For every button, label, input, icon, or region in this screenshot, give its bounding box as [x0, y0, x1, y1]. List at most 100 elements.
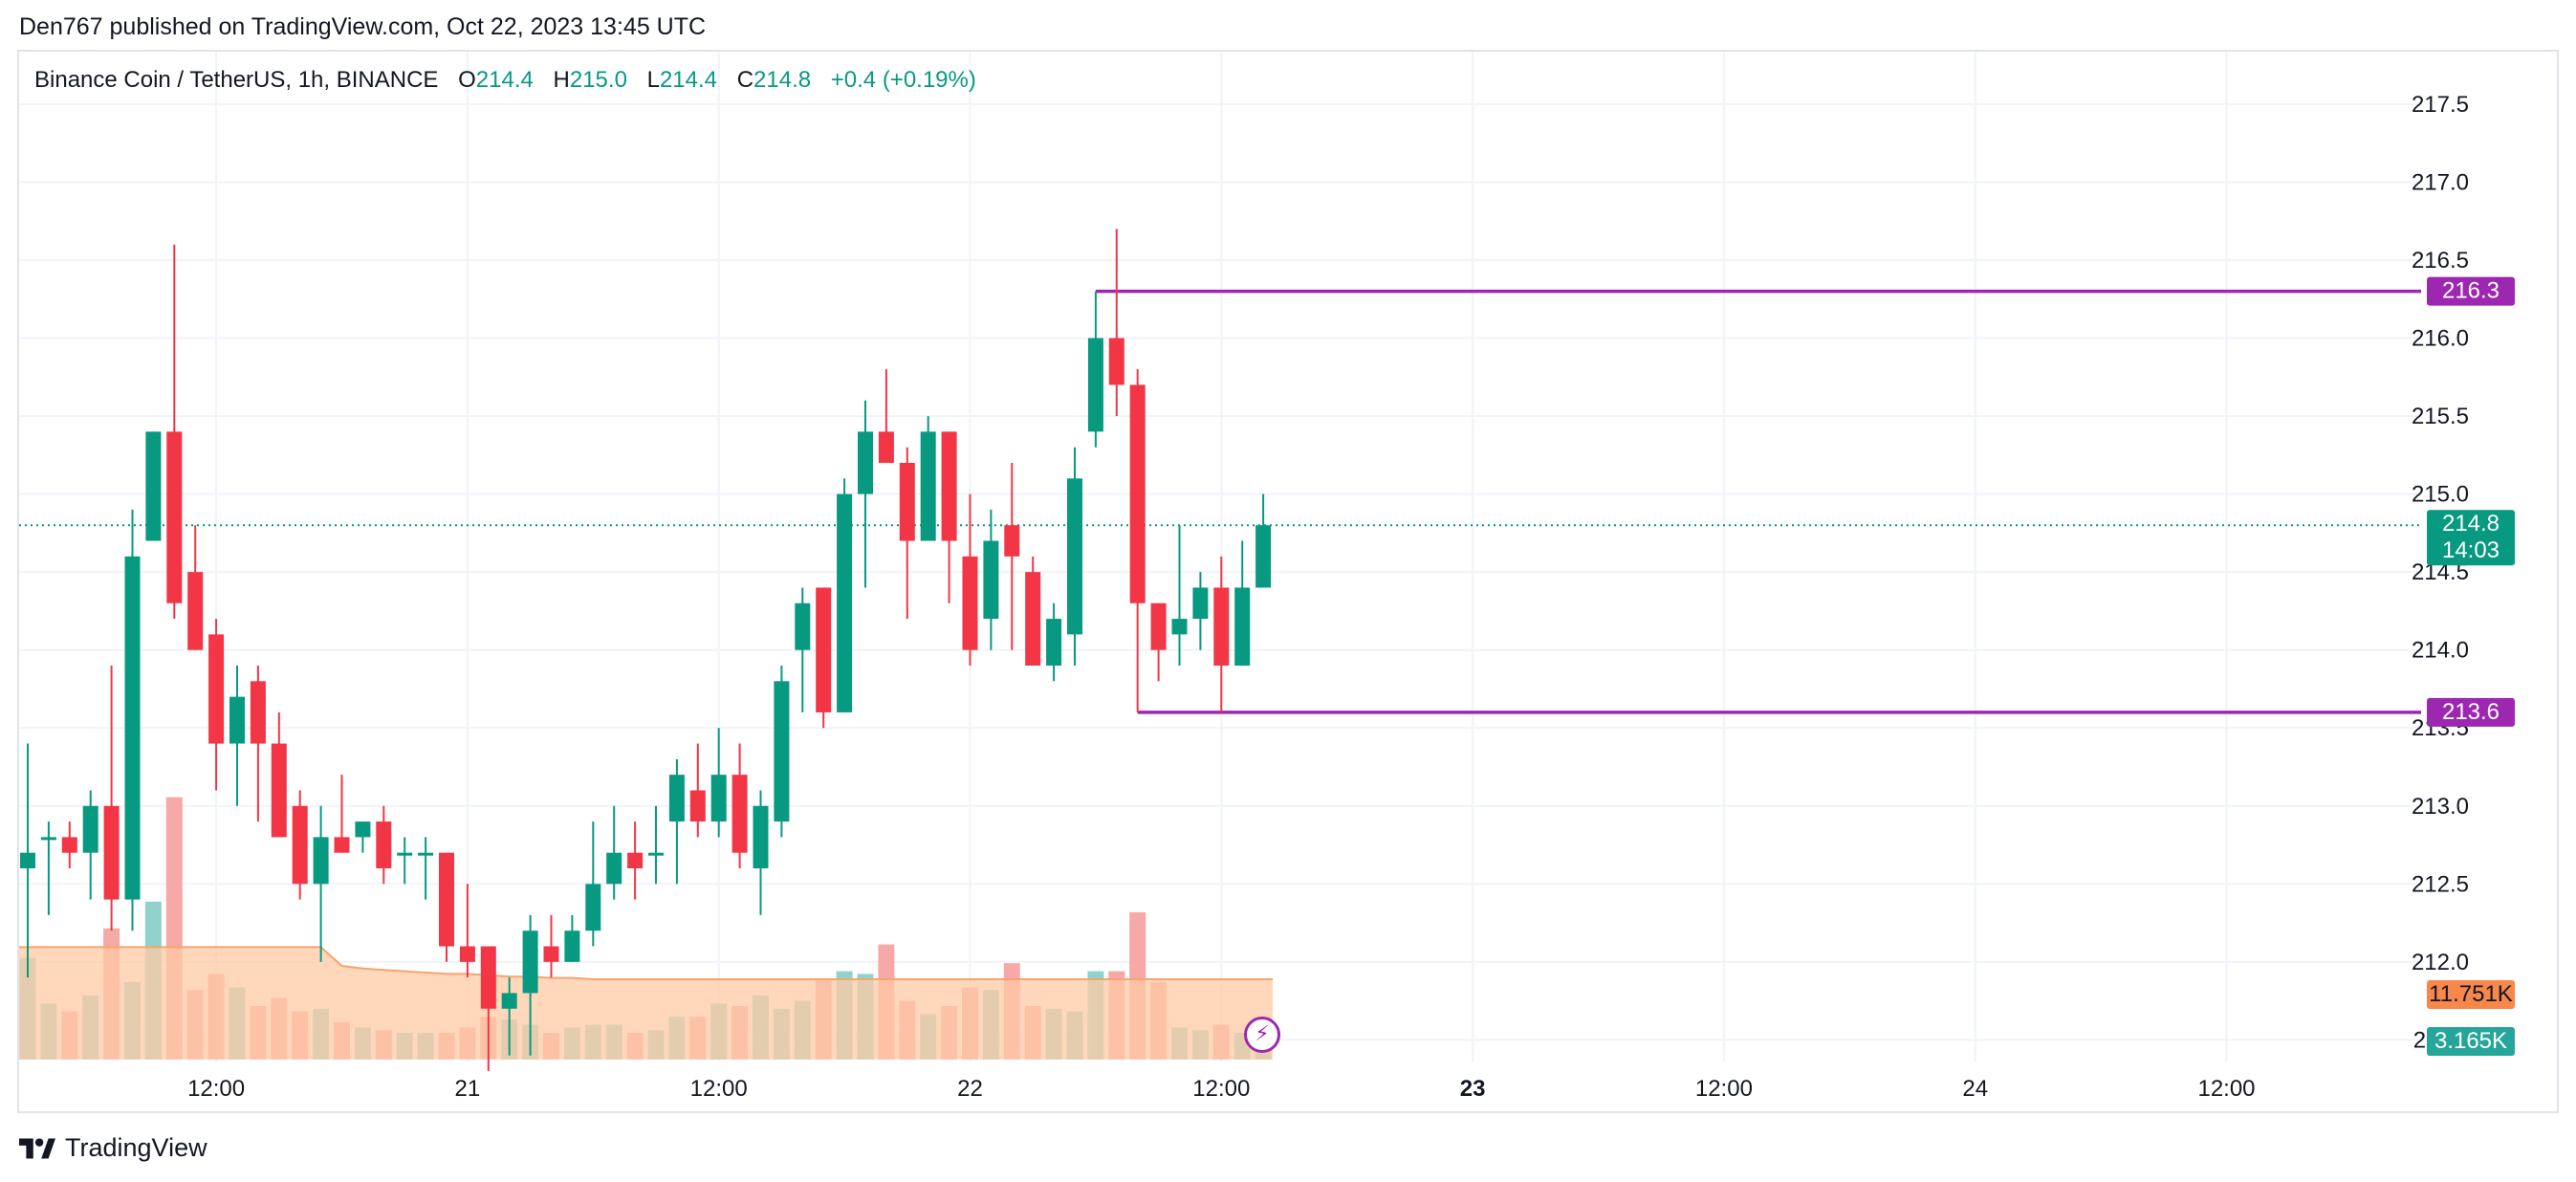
y-tick-label: 217.0	[2412, 169, 2469, 195]
candle-body	[229, 696, 245, 744]
candle-body	[774, 681, 790, 822]
x-tick-label: 12:00	[187, 1076, 245, 1102]
y-tick-label: 216.0	[2412, 326, 2469, 352]
y-tick-label: 215.0	[2412, 482, 2469, 508]
candle-body	[648, 852, 664, 856]
candle-body	[753, 805, 769, 868]
last-price-badge-text: 14:03	[2442, 537, 2500, 563]
candle-body	[292, 805, 308, 885]
volume-last-badge-bg	[2427, 1027, 2515, 1056]
last-price-badge-text: 214.8	[2442, 511, 2500, 536]
volume-ma-line	[19, 946, 1274, 980]
candle-body	[899, 463, 915, 541]
legend-open: 214.4	[475, 67, 534, 93]
candle-body	[920, 431, 936, 541]
legend-low-label: L	[646, 67, 660, 93]
y-axis-labels: 211.5212.0212.5213.0213.5214.0214.5215.0…	[2412, 92, 2469, 1053]
candle-body	[334, 837, 350, 853]
y-tick-label: 212.0	[2412, 950, 2469, 975]
y-tick-label: 216.5	[2412, 248, 2469, 274]
level-badge-bg	[2427, 276, 2515, 306]
candle-body	[103, 805, 120, 900]
level-lines	[19, 289, 2421, 714]
candle-body	[480, 946, 496, 1009]
y-tick-label: 217.5	[2412, 92, 2469, 118]
candle-body	[376, 821, 392, 868]
publisher-line: Den767 published on TradingView.com, Oct…	[19, 13, 707, 40]
footer: TradingView	[19, 1133, 207, 1163]
candle-body	[962, 556, 978, 650]
candle-body	[1067, 478, 1082, 635]
candle-body	[627, 852, 644, 868]
legend-change: +0.4 (+0.19%)	[830, 67, 976, 93]
x-tick-label: 12:00	[1695, 1076, 1753, 1102]
x-tick-label: 22	[957, 1076, 983, 1102]
volume-last-badge-text: 3.165K	[2434, 1028, 2507, 1054]
candle-body	[668, 775, 685, 822]
candle-body	[1108, 338, 1124, 385]
candle-body	[166, 431, 183, 603]
candle-body	[543, 946, 559, 962]
candle-body	[689, 790, 706, 822]
x-tick-label: 12:00	[690, 1076, 748, 1102]
candle-body	[187, 572, 204, 650]
candle-body	[941, 431, 957, 541]
legend-low: 214.4	[659, 67, 718, 93]
level-badge-bg	[2427, 697, 2515, 727]
candle-body	[459, 946, 475, 962]
candle-body	[983, 540, 999, 620]
candles	[20, 229, 1272, 1071]
x-tick-label: 24	[1962, 1076, 1988, 1102]
candle-body	[585, 884, 601, 931]
candle-body	[397, 852, 413, 856]
candle-body	[1046, 619, 1062, 666]
legend-close-label: C	[736, 67, 754, 93]
candle-body	[355, 821, 371, 838]
level-badge-text: 216.3	[2442, 278, 2500, 304]
candle-body	[124, 556, 141, 900]
volume-ma-badge-bg	[2427, 980, 2515, 1009]
legend-high: 215.0	[569, 67, 627, 93]
tradingview-logo-icon[interactable]	[19, 1137, 55, 1159]
candle-body	[606, 852, 622, 885]
candle-body	[40, 837, 56, 841]
candle-body	[522, 930, 538, 994]
candle-body	[731, 775, 748, 853]
bolt-icon[interactable]: ⚡	[1244, 1017, 1280, 1053]
candle-body	[82, 805, 98, 853]
price-badges: 216.3 213.6 214.814:03 11.751K 3.165K	[2427, 276, 2515, 1056]
candle-body	[250, 681, 266, 744]
volume-ma-badge-text: 11.751K	[2429, 981, 2513, 1007]
candle-body	[1213, 587, 1230, 666]
candle-body	[418, 852, 434, 856]
footer-brand[interactable]: TradingView	[65, 1133, 207, 1162]
x-tick-label: 12:00	[1192, 1076, 1250, 1102]
y-tick-label: 214.0	[2412, 638, 2469, 664]
y-tick-label: 213.0	[2412, 794, 2469, 820]
candle-body	[710, 775, 727, 822]
candle-body	[564, 930, 580, 962]
volume-ma-fill	[19, 947, 1274, 1060]
candle-body	[1087, 338, 1103, 432]
candle-body	[145, 431, 162, 541]
candle-body	[795, 602, 811, 650]
x-axis-labels: 12:00 21 12:00 22 12:00 23 12:00 24 12:00	[187, 1076, 2255, 1102]
legend-symbol: Binance Coin / TetherUS, 1h, BINANCE	[34, 67, 439, 93]
candle-body	[208, 634, 225, 744]
x-tick-label: 23	[1460, 1076, 1486, 1102]
chart-legend: Binance Coin / TetherUS, 1h, BINANCE O21…	[34, 67, 990, 94]
candle-body	[20, 852, 35, 868]
candle-body	[61, 837, 77, 853]
chart-frame[interactable]	[17, 50, 2559, 1113]
candle-body	[1150, 602, 1167, 650]
x-tick-label: 21	[455, 1076, 481, 1102]
candle-body	[1234, 587, 1251, 666]
candle-body	[816, 587, 832, 712]
last-price-badge-bg	[2427, 510, 2515, 566]
grid-lines	[19, 52, 2419, 1062]
candle-body	[837, 493, 853, 712]
volume-ma-area	[19, 946, 1274, 1060]
candle-body	[501, 993, 517, 1009]
candle-body	[1004, 525, 1020, 557]
